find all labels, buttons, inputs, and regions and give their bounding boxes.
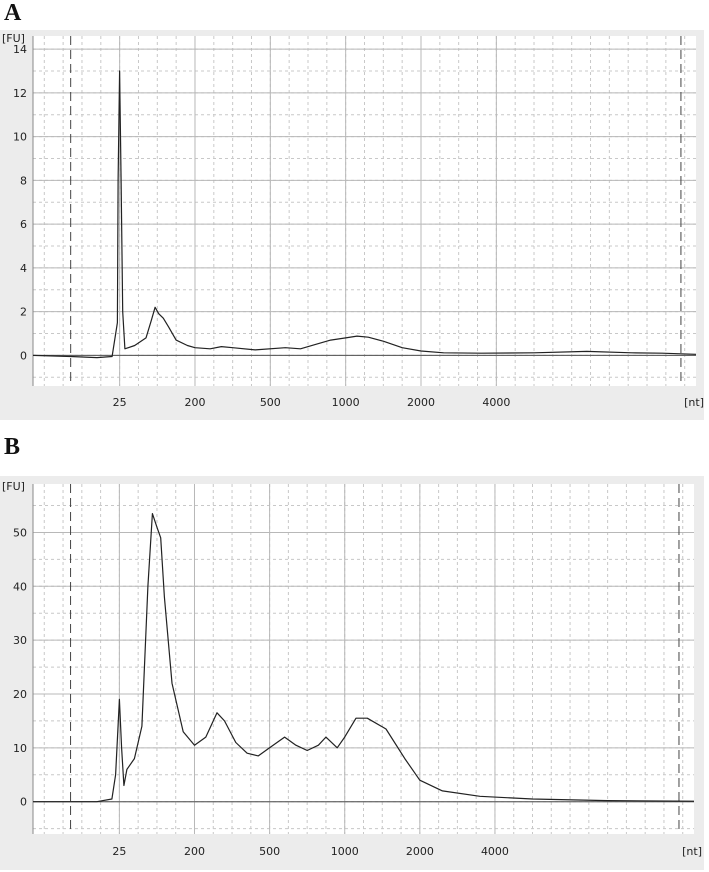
y-tick-label: 4	[20, 262, 27, 275]
y-tick-label: 10	[13, 131, 27, 144]
x-tick-label: 25	[113, 396, 127, 409]
x-tick-label: 1000	[331, 845, 359, 858]
x-axis-label: [nt]	[682, 845, 702, 858]
x-tick-label: 500	[259, 845, 280, 858]
y-axis-label: [FU]	[2, 480, 25, 493]
x-tick-label: 500	[260, 396, 281, 409]
y-tick-label: 6	[20, 218, 27, 231]
y-tick-label: 0	[20, 796, 27, 809]
x-tick-label: 2000	[407, 396, 435, 409]
panel-label-a: A	[4, 0, 22, 26]
y-tick-label: 30	[13, 634, 27, 647]
x-tick-label: 1000	[332, 396, 360, 409]
trace-line-a	[32, 70, 697, 359]
y-tick-label: 2	[20, 306, 27, 319]
y-tick-label: 14	[13, 43, 27, 56]
x-axis-label: [nt]	[684, 396, 704, 409]
panel-label-b: B	[4, 434, 21, 460]
x-tick-label: 200	[184, 845, 205, 858]
y-tick-label: 12	[13, 87, 27, 100]
x-tick-label: 4000	[481, 845, 509, 858]
electropherogram-chart-a: 0 2 4 6 8 10 12 14[FU] 25 200 500 1000 2000 4000 [nt]	[0, 30, 704, 420]
electropherogram-chart-b: 0 10 20 30 40 50 [FU] 25 200 500 1000 2000 4000 [nt]	[0, 476, 704, 870]
trace-line-b	[33, 513, 695, 803]
y-tick-label: 10	[13, 742, 27, 755]
y-tick-label: 8	[20, 174, 27, 187]
x-tick-label: 4000	[482, 396, 510, 409]
x-tick-label: 200	[184, 396, 205, 409]
x-tick-label: 2000	[406, 845, 434, 858]
x-tick-label: 25	[112, 845, 126, 858]
y-tick-label: 20	[13, 688, 27, 701]
y-tick-label: 50	[13, 526, 27, 539]
y-tick-label: 40	[13, 580, 27, 593]
y-axis-label: [FU]	[2, 32, 25, 45]
y-tick-label: 0	[20, 349, 27, 362]
